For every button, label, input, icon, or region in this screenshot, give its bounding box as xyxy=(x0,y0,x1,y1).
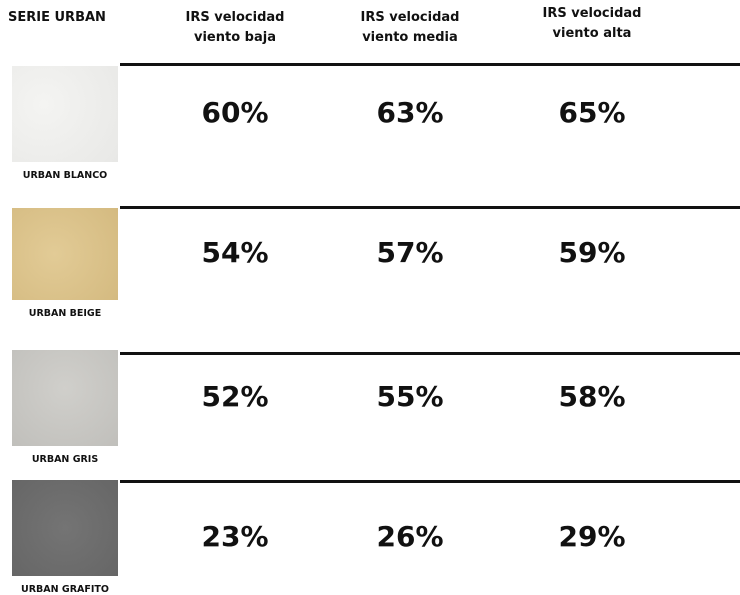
column-header: IRS velocidad viento media xyxy=(350,8,470,48)
row-label: URBAN BEIGE xyxy=(0,308,130,319)
color-swatch xyxy=(12,480,118,576)
color-swatch xyxy=(12,66,118,162)
page: {"header": {"title": "SERIE URBAN", "col… xyxy=(0,0,740,595)
row-divider xyxy=(120,352,740,355)
row-divider xyxy=(120,480,740,483)
value-cell: 23% xyxy=(175,520,295,554)
value-cell: 65% xyxy=(532,96,652,130)
value-cell: 60% xyxy=(175,96,295,130)
color-swatch xyxy=(12,350,118,446)
value-cell: 57% xyxy=(350,236,470,270)
row-label: URBAN GRIS xyxy=(0,454,130,465)
column-header: IRS velocidad viento baja xyxy=(175,8,295,48)
value-cell: 55% xyxy=(350,380,470,414)
value-cell: 29% xyxy=(532,520,652,554)
value-cell: 26% xyxy=(350,520,470,554)
row-label: URBAN BLANCO xyxy=(0,170,130,181)
value-cell: 63% xyxy=(350,96,470,130)
value-cell: 52% xyxy=(175,380,295,414)
color-swatch xyxy=(12,208,118,300)
row-divider xyxy=(120,63,740,66)
row-divider xyxy=(120,206,740,209)
value-cell: 59% xyxy=(532,236,652,270)
table-title: SERIE URBAN xyxy=(8,10,106,25)
value-cell: 54% xyxy=(175,236,295,270)
row-label: URBAN GRAFITO xyxy=(0,584,130,595)
column-header: IRS velocidad viento alta xyxy=(532,4,652,44)
value-cell: 58% xyxy=(532,380,652,414)
